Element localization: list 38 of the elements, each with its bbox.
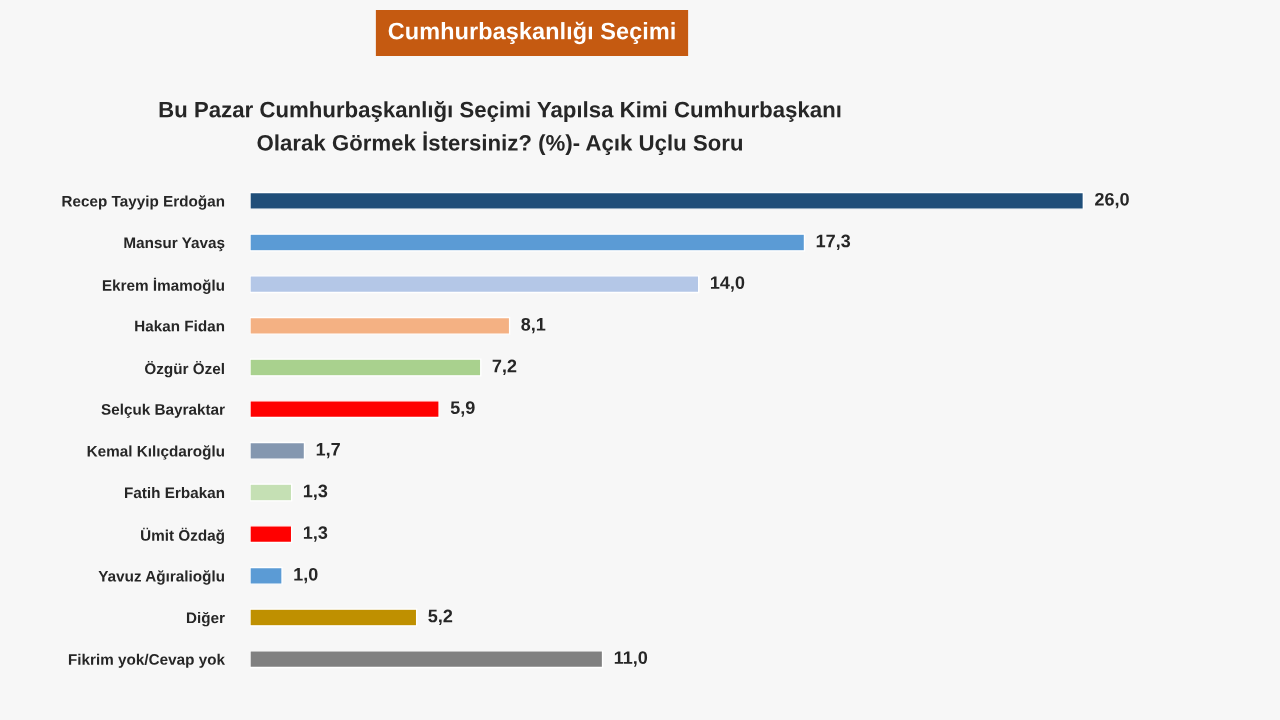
- bar: [250, 191, 1085, 210]
- data-label: 1,3: [303, 526, 328, 542]
- y-tick-label: Fikrim yok/Cevap yok: [68, 653, 226, 668]
- y-tick-label: Fatih Erbakan: [125, 486, 225, 499]
- bar: [250, 566, 283, 585]
- y-tick-label: Selçuk Bayraktar: [101, 403, 225, 418]
- y-tick-label: Diğer: [186, 611, 225, 627]
- y-tick-label: Özgür Özel: [144, 360, 224, 378]
- bar: [250, 275, 700, 294]
- data-label: 11,0: [614, 651, 648, 667]
- chart-title: Cumhurbaşkanlığı Seçimi: [388, 21, 675, 45]
- data-label: 5,9: [450, 401, 475, 417]
- bar: [250, 358, 482, 377]
- bar: [250, 650, 604, 669]
- y-tick-label: Ümit Özdağ: [141, 527, 224, 544]
- chart-subtitle: Bu Pazar Cumhurbaşkanlığı Seçimi Yapılsa Kimi Cumhurbaşkanı Olarak Görmek İstersiniz? (%)- Açık Uçlu Soru: [159, 100, 841, 156]
- data-label: 1,7: [316, 443, 340, 459]
- data-label: 1,0: [294, 567, 318, 584]
- bar: [250, 233, 806, 252]
- data-label: 5,2: [428, 609, 453, 625]
- data-label: 1,3: [303, 484, 328, 500]
- bar: [250, 400, 440, 419]
- data-label: 8,1: [521, 317, 546, 334]
- y-tick-label: Mansur Yavaş: [124, 237, 225, 252]
- y-tick-label: Yavuz Ağıralioğlu: [98, 570, 224, 585]
- y-tick-label: Hakan Fidan: [135, 320, 225, 332]
- bar: [250, 525, 293, 544]
- bar: [250, 608, 418, 627]
- y-tick-label: Kemal Kılıçdaroğlu: [87, 445, 224, 460]
- y-tick-label: Ekrem İmamoğlu: [102, 277, 224, 294]
- bar: [250, 316, 511, 335]
- data-label: 7,2: [492, 359, 517, 375]
- y-tick-label: Recep Tayyip Erdoğan: [62, 195, 225, 210]
- data-label: 14,0: [710, 276, 745, 292]
- data-label: 26,0: [1095, 192, 1129, 209]
- data-label: 17,3: [816, 234, 851, 250]
- bar: [250, 483, 293, 502]
- bar: [250, 441, 306, 460]
